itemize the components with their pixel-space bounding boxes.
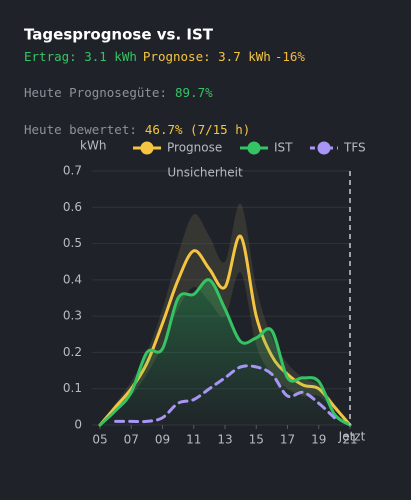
legend-label: IST (274, 141, 293, 155)
area-fill (100, 279, 350, 425)
x-tick-label: 07 (124, 433, 139, 447)
stat-label: Heute Prognosegüte: (24, 85, 167, 100)
y-axis-label: kWh (80, 139, 106, 153)
x-tick-label: 21 (342, 433, 357, 447)
stat-label: Heute bewertet: (24, 122, 137, 137)
stat: Prognose: 3.7 kWh (143, 49, 271, 64)
series-line (98, 278, 352, 427)
x-tick-label: 11 (186, 433, 201, 447)
y-tick-label: 0.2 (63, 345, 82, 359)
stats-line: Ertrag: 3.1 kWh Prognose: 3.7 kWh -16% (24, 49, 305, 64)
band-label: Unsicherheit (167, 166, 243, 180)
legend-marker (247, 141, 261, 155)
stat: 46.7% (7/15 h) (145, 122, 250, 137)
stat: -16% (275, 49, 306, 64)
y-tick-label: 0.4 (63, 272, 82, 286)
y-tick-label: 0.6 (63, 200, 82, 214)
card-title: Tagesprognose vs. IST (24, 26, 214, 44)
x-tick-label: 09 (155, 433, 170, 447)
stats-line: Heute bewertet: 46.7% (7/15 h) (24, 122, 250, 137)
series-line (114, 364, 336, 424)
y-tick-label: 0.1 (63, 381, 82, 395)
legend-marker (317, 141, 331, 155)
legend-marker (140, 141, 154, 155)
y-tick-label: 0.7 (63, 164, 82, 178)
y-tick-label: 0 (74, 418, 82, 432)
stat: 89.7% (175, 85, 213, 100)
legend-label: TFS (343, 141, 366, 155)
y-tick-label: 0.3 (63, 309, 82, 323)
x-tick-label: 05 (92, 433, 107, 447)
x-tick-label: 19 (311, 433, 326, 447)
x-tick-label: 15 (249, 433, 264, 447)
x-tick-label: 13 (217, 433, 232, 447)
x-tick-label: 17 (280, 433, 295, 447)
legend-label: Prognose (167, 141, 222, 155)
stat: Ertrag: 3.1 kWh (24, 49, 137, 64)
stats-line: Heute Prognosegüte: 89.7% (24, 85, 213, 100)
now-label: Jetzt (338, 430, 366, 444)
y-tick-label: 0.5 (63, 236, 82, 250)
